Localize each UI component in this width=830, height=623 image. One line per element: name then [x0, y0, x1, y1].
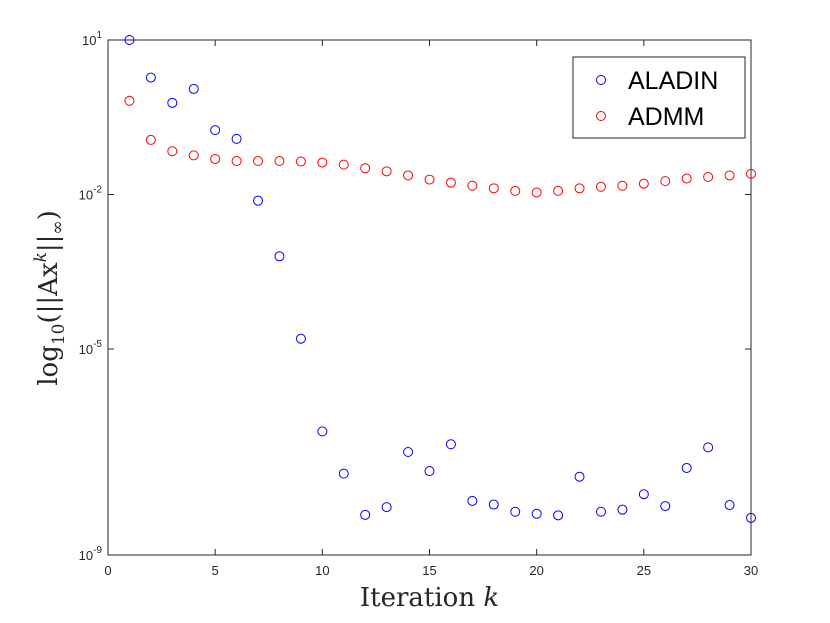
point-admm: [574, 183, 585, 194]
point-admm: [681, 173, 692, 184]
point-admm: [145, 134, 156, 145]
point-admm: [638, 178, 649, 189]
point-admm: [617, 180, 628, 191]
point-aladin: [145, 72, 156, 83]
x-tick-label: 20: [529, 563, 543, 578]
point-aladin: [553, 510, 564, 521]
point-admm: [488, 183, 499, 194]
point-admm: [553, 185, 564, 196]
point-admm: [724, 170, 735, 181]
x-axis-label: Iteration k: [360, 583, 499, 613]
y-tick-label: 101: [82, 30, 102, 48]
point-aladin: [167, 97, 178, 108]
y-axis-label: log10(||Axk||∞): [31, 210, 69, 386]
point-admm: [210, 153, 221, 164]
point-aladin: [445, 439, 456, 450]
point-aladin: [317, 426, 328, 437]
point-admm: [295, 156, 306, 167]
point-admm: [317, 157, 328, 168]
point-aladin: [124, 35, 135, 45]
x-tick-label: 15: [422, 563, 436, 578]
point-aladin: [231, 133, 242, 144]
point-aladin: [188, 83, 199, 94]
point-admm: [424, 174, 435, 185]
point-aladin: [746, 512, 756, 523]
point-admm: [124, 95, 135, 106]
point-aladin: [210, 125, 221, 136]
point-admm: [531, 187, 542, 198]
legend: ALADIN ADMM: [572, 56, 746, 139]
point-aladin: [660, 501, 671, 512]
point-aladin: [681, 462, 692, 473]
point-aladin: [617, 504, 628, 515]
y-tick-label: 10-9: [79, 545, 103, 563]
legend-box: [572, 56, 746, 139]
point-admm: [253, 156, 264, 167]
x-tick-label: 5: [212, 563, 219, 578]
point-aladin: [595, 506, 606, 517]
point-admm: [381, 166, 392, 177]
x-axis-ticks: 0 5 10 15 20 25 30: [104, 40, 758, 578]
point-admm: [188, 150, 199, 161]
x-tick-label: 0: [104, 563, 111, 578]
point-admm: [510, 185, 521, 196]
point-aladin: [488, 499, 499, 510]
legend-label-admm: ADMM: [628, 103, 704, 131]
point-aladin: [531, 508, 542, 519]
point-admm: [660, 176, 671, 187]
x-tick-label: 25: [637, 563, 651, 578]
point-admm: [467, 180, 478, 191]
point-aladin: [638, 489, 649, 500]
point-aladin: [467, 495, 478, 506]
point-admm: [167, 146, 178, 157]
point-admm: [746, 168, 756, 179]
point-aladin: [295, 333, 306, 344]
point-admm: [274, 156, 285, 167]
y-axis-ticks: 10-9 10-5 10-2 101: [79, 30, 751, 563]
point-admm: [445, 177, 456, 188]
x-tick-label: 10: [315, 563, 329, 578]
point-aladin: [360, 509, 371, 520]
point-admm: [403, 170, 414, 181]
data-points: [124, 35, 756, 523]
point-aladin: [703, 442, 714, 453]
legend-marker-aladin: [596, 75, 606, 85]
y-tick-label: 10-2: [79, 185, 103, 203]
point-admm: [703, 171, 714, 182]
point-aladin: [424, 466, 435, 477]
point-aladin: [724, 500, 735, 511]
point-aladin: [574, 471, 585, 482]
legend-label-aladin: ALADIN: [628, 67, 718, 95]
point-aladin: [253, 195, 264, 206]
point-aladin: [381, 502, 392, 513]
point-aladin: [338, 468, 349, 479]
point-admm: [231, 156, 242, 167]
point-aladin: [510, 506, 521, 517]
point-aladin: [403, 447, 414, 457]
point-admm: [360, 163, 371, 174]
point-admm: [338, 159, 349, 170]
x-tick-label: 30: [744, 563, 758, 578]
legend-marker-admm: [596, 111, 606, 121]
point-admm: [595, 181, 606, 192]
y-tick-label: 10-5: [79, 339, 103, 357]
point-aladin: [274, 251, 285, 262]
